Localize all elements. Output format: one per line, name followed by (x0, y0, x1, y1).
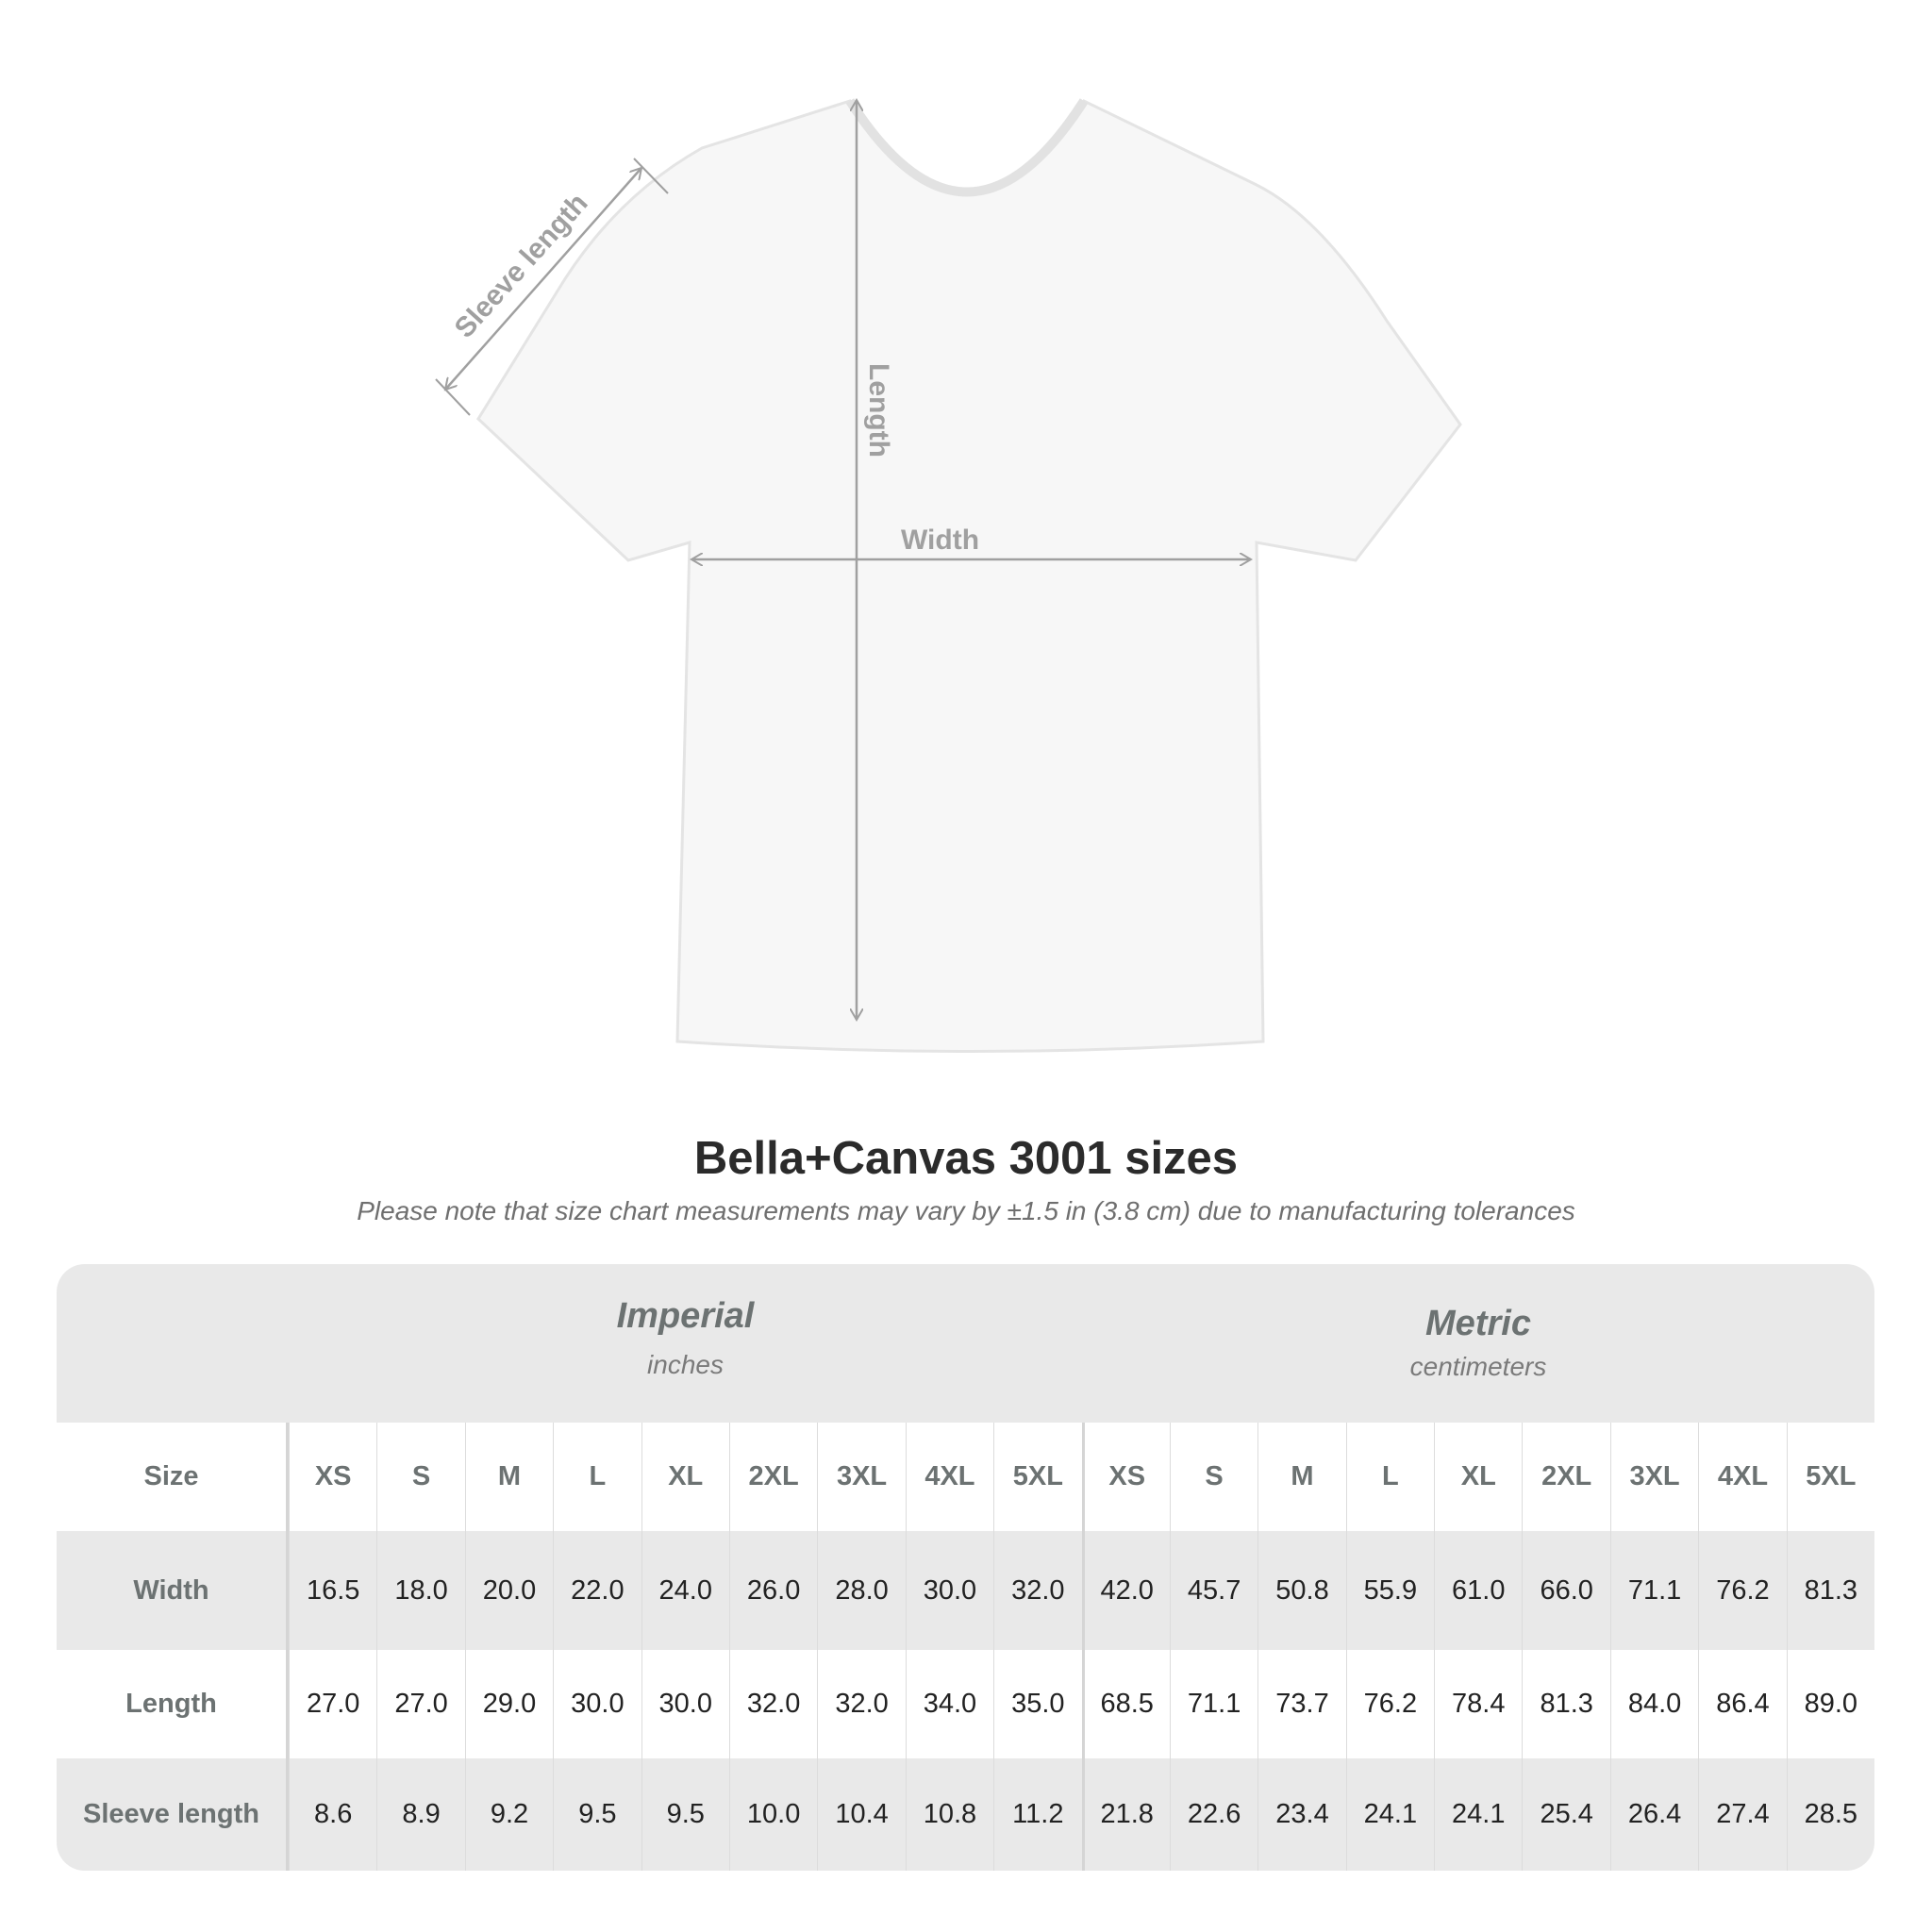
table-cell: 35.0 (993, 1650, 1081, 1758)
table-cell: 11.2 (993, 1758, 1081, 1871)
table-cell: 20.0 (464, 1531, 553, 1650)
table-cell: 86.4 (1698, 1650, 1786, 1758)
table-cell: 45.7 (1169, 1531, 1257, 1650)
size-table: Imperial inches Metric centimeters Size X… (57, 1264, 1874, 1871)
size-imperial-header: XL (641, 1423, 729, 1531)
tshirt-diagram: Sleeve length Length Width (435, 0, 1462, 1053)
imperial-header: Imperial inches (616, 1296, 755, 1379)
table-cell: 68.5 (1081, 1650, 1170, 1758)
table-row: Sleeve length 8.6 8.9 9.2 9.5 9.5 10.0 10.4 10.8… (57, 1758, 1874, 1871)
table-cell: 30.0 (553, 1650, 641, 1758)
size-metric-header: M (1257, 1423, 1345, 1531)
table-cell: 26.0 (728, 1531, 817, 1650)
table-cell: 27.0 (289, 1650, 376, 1758)
table-cell: 71.1 (1169, 1650, 1257, 1758)
table-cell: 28.0 (817, 1531, 905, 1650)
size-imperial-header: XS (289, 1423, 376, 1531)
size-metric-header: 3XL (1609, 1423, 1698, 1531)
page-title: Bella+Canvas 3001 sizes (693, 1133, 1239, 1184)
table-cell: 34.0 (905, 1650, 993, 1758)
size-label: Size (57, 1423, 289, 1531)
table-cell: 73.7 (1257, 1650, 1345, 1758)
table-cell: 8.9 (376, 1758, 464, 1871)
table-cell: 28.5 (1786, 1758, 1874, 1871)
table-cell: 22.0 (553, 1531, 641, 1650)
table-cell: 27.4 (1698, 1758, 1786, 1871)
size-metric-header: XS (1081, 1423, 1170, 1531)
size-metric-header: S (1169, 1423, 1257, 1531)
table-cell: 81.3 (1786, 1531, 1874, 1650)
table-cell: 22.6 (1169, 1758, 1257, 1871)
table-cell: 71.1 (1609, 1531, 1698, 1650)
table-cell: 89.0 (1786, 1650, 1874, 1758)
table-cell: 84.0 (1609, 1650, 1698, 1758)
table-cell: 55.9 (1345, 1531, 1434, 1650)
table-cell: 30.0 (905, 1531, 993, 1650)
row-label: Length (57, 1650, 289, 1758)
size-metric-header: XL (1434, 1423, 1522, 1531)
table-cell: 32.0 (993, 1531, 1081, 1650)
size-imperial-header: 2XL (728, 1423, 817, 1531)
table-cell: 27.0 (376, 1650, 464, 1758)
table-cell: 24.1 (1345, 1758, 1434, 1871)
table-cell: 81.3 (1522, 1650, 1609, 1758)
size-imperial-header: L (553, 1423, 641, 1531)
table-cell: 26.4 (1609, 1758, 1698, 1871)
table-cell: 21.8 (1081, 1758, 1170, 1871)
table-cell: 18.0 (376, 1531, 464, 1650)
table-cell: 9.2 (464, 1758, 553, 1871)
size-metric-header: 5XL (1786, 1423, 1874, 1531)
table-cell: 24.1 (1434, 1758, 1522, 1871)
table-cell: 16.5 (289, 1531, 376, 1650)
table-cell: 50.8 (1257, 1531, 1345, 1650)
table-cell: 76.2 (1698, 1531, 1786, 1650)
table-cell: 9.5 (553, 1758, 641, 1871)
table-cell: 9.5 (641, 1758, 729, 1871)
size-imperial-header: S (376, 1423, 464, 1531)
table-cell: 10.4 (817, 1758, 905, 1871)
table-cell: 32.0 (817, 1650, 905, 1758)
table-cell: 25.4 (1522, 1758, 1609, 1871)
table-cell: 61.0 (1434, 1531, 1522, 1650)
sleeve-arrow (445, 168, 641, 390)
size-imperial-header: 3XL (817, 1423, 905, 1531)
table-cell: 8.6 (289, 1758, 376, 1871)
row-label: Width (57, 1531, 289, 1650)
size-metric-header: 2XL (1522, 1423, 1609, 1531)
table-row: Width 16.5 18.0 20.0 22.0 24.0 26.0 28.0 30.0 32.… (57, 1531, 1874, 1650)
size-header-row: Size XS S M L XL 2XL 3XL 4XL 5XL XS S M L XL 2XL 3XL 4XL 5… (57, 1423, 1874, 1531)
table-cell: 78.4 (1434, 1650, 1522, 1758)
length-label: Length (863, 363, 894, 458)
table-cell: 10.0 (728, 1758, 817, 1871)
tshirt-shape (476, 99, 1462, 1053)
size-metric-header: L (1345, 1423, 1434, 1531)
metric-header: Metric centimeters (1409, 1304, 1547, 1381)
table-cell: 10.8 (905, 1758, 993, 1871)
size-imperial-header: 4XL (905, 1423, 993, 1531)
size-metric-header: 4XL (1698, 1423, 1786, 1531)
tolerance-note: Please note that size chart measurements… (357, 1196, 1575, 1225)
table-cell: 66.0 (1522, 1531, 1609, 1650)
table-row: Length 27.0 27.0 29.0 30.0 30.0 32.0 32.0 34.0 35… (57, 1650, 1874, 1758)
table-cell: 42.0 (1081, 1531, 1170, 1650)
table-cell: 30.0 (641, 1650, 729, 1758)
table-cell: 23.4 (1257, 1758, 1345, 1871)
size-imperial-header: 5XL (993, 1423, 1081, 1531)
table-cell: 32.0 (728, 1650, 817, 1758)
table-cell: 24.0 (641, 1531, 729, 1650)
size-imperial-header: M (464, 1423, 553, 1531)
row-label: Sleeve length (57, 1758, 289, 1871)
table-cell: 76.2 (1345, 1650, 1434, 1758)
width-label: Width (901, 525, 979, 556)
table-cell: 29.0 (464, 1650, 553, 1758)
